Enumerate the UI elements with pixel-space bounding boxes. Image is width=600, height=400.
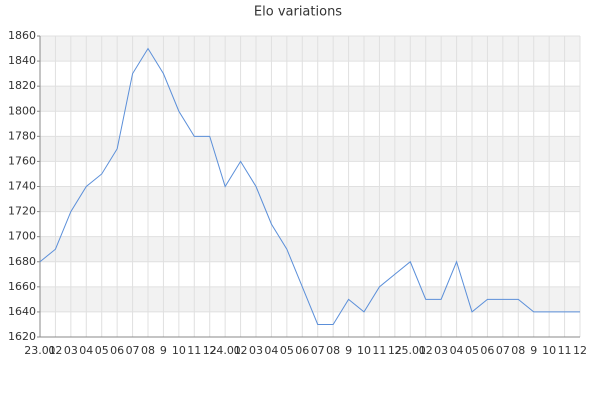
y-tick-label: 1740 [8, 180, 36, 193]
x-tick-label: 05 [465, 344, 479, 357]
grid-band [40, 236, 580, 262]
x-tick-label: 11 [372, 344, 386, 357]
x-tick-label: 03 [434, 344, 448, 357]
x-tick-label: 11 [187, 344, 201, 357]
y-tick-label: 1820 [8, 79, 36, 92]
x-tick-label: 11 [558, 344, 572, 357]
x-tick-label: 24.01 [209, 344, 241, 357]
y-tick-label: 1680 [8, 255, 36, 268]
x-tick-label: 07 [311, 344, 325, 357]
x-tick-label: 10 [357, 344, 371, 357]
y-tick-label: 1780 [8, 129, 36, 142]
x-tick-label: 05 [280, 344, 294, 357]
x-tick-label: 06 [295, 344, 309, 357]
x-tick-label: 12 [388, 344, 402, 357]
x-tick-label: 10 [542, 344, 556, 357]
x-tick-label: 9 [530, 344, 537, 357]
y-tick-label: 1660 [8, 280, 36, 293]
grid-band [40, 186, 580, 212]
grid-band [40, 36, 580, 62]
x-tick-label: 08 [511, 344, 525, 357]
x-tick-label: 03 [249, 344, 263, 357]
grid-band [40, 86, 580, 112]
x-tick-label: 04 [264, 344, 278, 357]
grid-band [40, 136, 580, 162]
x-tick-label: 23.01 [24, 344, 56, 357]
x-tick-label: 25.01 [395, 344, 427, 357]
x-tick-label: 9 [160, 344, 167, 357]
y-tick-label: 1640 [8, 305, 36, 318]
x-tick-label: 07 [496, 344, 510, 357]
x-tick-label: 12 [203, 344, 217, 357]
x-tick-label: 06 [480, 344, 494, 357]
x-tick-label: 06 [110, 344, 124, 357]
x-tick-label: 02 [234, 344, 248, 357]
x-tick-label: 02 [48, 344, 62, 357]
x-tick-label: 12 [573, 344, 587, 357]
x-tick-label: 02 [419, 344, 433, 357]
y-tick-label: 1800 [8, 104, 36, 117]
y-tick-label: 1620 [8, 330, 36, 343]
x-tick-label: 9 [345, 344, 352, 357]
y-tick-label: 1720 [8, 205, 36, 218]
x-tick-label: 08 [141, 344, 155, 357]
y-tick-label: 1860 [8, 29, 36, 42]
x-tick-label: 05 [95, 344, 109, 357]
x-tick-label: 07 [126, 344, 140, 357]
line [39, 47, 580, 325]
y-tick-label: 1700 [8, 230, 36, 243]
x-tick-label: 04 [79, 344, 93, 357]
y-tick-label: 1840 [8, 54, 36, 67]
y-tick-label: 1760 [8, 154, 36, 167]
x-tick-label: 10 [172, 344, 186, 357]
x-tick-label: 04 [450, 344, 464, 357]
x-tick-label: 03 [64, 344, 78, 357]
chart-title: Elo variations [254, 5, 342, 20]
x-tick-label: 08 [326, 344, 340, 357]
